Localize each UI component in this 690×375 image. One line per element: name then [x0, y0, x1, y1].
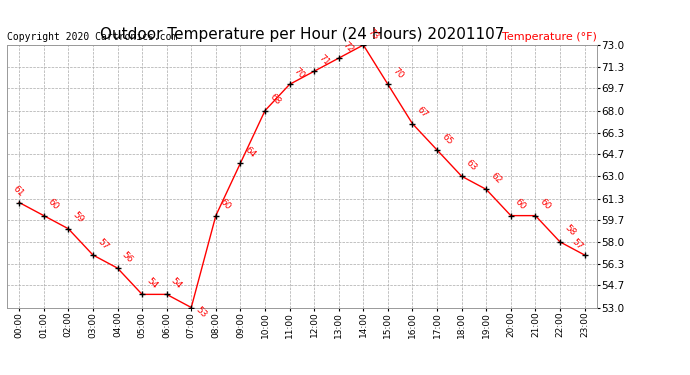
Text: 62: 62: [489, 171, 503, 186]
Text: 60: 60: [513, 197, 528, 212]
Text: 71: 71: [317, 53, 331, 68]
Text: 54: 54: [169, 276, 184, 291]
Text: 73: 73: [366, 27, 380, 41]
Title: Outdoor Temperature per Hour (24 Hours) 20201107: Outdoor Temperature per Hour (24 Hours) …: [99, 27, 504, 42]
Text: Temperature (°F): Temperature (°F): [502, 32, 597, 42]
Text: 68: 68: [268, 92, 282, 107]
Text: 70: 70: [391, 66, 405, 81]
Text: 63: 63: [464, 158, 479, 172]
Text: 64: 64: [243, 145, 257, 159]
Text: 57: 57: [570, 237, 584, 251]
Text: 56: 56: [120, 250, 135, 264]
Text: 67: 67: [415, 105, 429, 120]
Text: 72: 72: [341, 40, 355, 54]
Text: 70: 70: [292, 66, 306, 81]
Text: 60: 60: [538, 197, 553, 212]
Text: 53: 53: [194, 305, 208, 320]
Text: 57: 57: [95, 237, 110, 251]
Text: 61: 61: [10, 184, 25, 199]
Text: 60: 60: [218, 197, 233, 212]
Text: 65: 65: [440, 132, 454, 146]
Text: 59: 59: [71, 210, 86, 225]
Text: Copyright 2020 Cartronics.com: Copyright 2020 Cartronics.com: [7, 32, 177, 42]
Text: 60: 60: [46, 197, 61, 212]
Text: 54: 54: [145, 276, 159, 291]
Text: 58: 58: [562, 224, 577, 238]
